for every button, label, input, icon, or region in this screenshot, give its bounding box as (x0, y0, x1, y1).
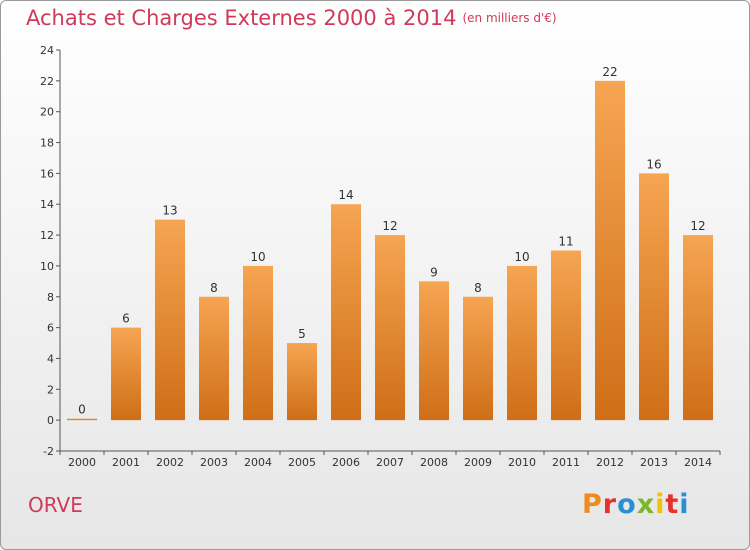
bar (595, 80, 625, 421)
y-tick-label: 0 (47, 414, 54, 427)
x-tick-label: 2005 (288, 456, 316, 469)
bar (155, 219, 185, 421)
data-label: 16 (646, 157, 661, 171)
title-text: Achats et Charges Externes 2000 à 2014 (26, 6, 457, 30)
logo-letter: r (602, 489, 618, 520)
y-tick-label: 22 (40, 75, 54, 88)
logo-letter: o (617, 489, 637, 520)
y-tick-label: 18 (40, 137, 54, 150)
x-tick-label: 2009 (464, 456, 492, 469)
logo-letter: P (582, 489, 603, 520)
data-label: 6 (122, 312, 130, 326)
bar (419, 281, 449, 421)
y-tick-label: -2 (43, 445, 54, 458)
bar (199, 296, 229, 421)
x-tick-label: 2008 (420, 456, 448, 469)
logo-letter: x (636, 489, 656, 520)
logo-letter: i (679, 489, 690, 520)
data-label: 5 (298, 327, 306, 341)
bar (331, 204, 361, 421)
data-label: 12 (382, 219, 397, 233)
value-labels: 0 6 13 8 10 5 14 12 9 8 10 11 22 16 12 (78, 65, 705, 417)
bar (375, 235, 405, 421)
bars (67, 80, 713, 421)
data-label: 12 (690, 219, 705, 233)
y-tick-label: 4 (47, 352, 54, 365)
y-tick-label: 10 (40, 260, 54, 273)
bar (551, 250, 581, 421)
bar (683, 235, 713, 421)
x-tick-label: 2012 (596, 456, 624, 469)
y-tick-label: 2 (47, 383, 54, 396)
bar (111, 327, 141, 421)
y-tick-label: 14 (40, 198, 54, 211)
y-tick-label: 24 (40, 44, 54, 57)
x-tick-label: 2001 (112, 456, 140, 469)
data-label: 9 (430, 265, 438, 279)
logo-letter: i (655, 489, 666, 520)
y-tick-label: 12 (40, 229, 54, 242)
bar (67, 418, 97, 421)
data-label: 10 (250, 250, 265, 264)
y-tick-label: 6 (47, 322, 54, 335)
bar (463, 296, 493, 421)
y-tick-label: 16 (40, 167, 54, 180)
unit-label: (en milliers d'€) (462, 11, 557, 25)
data-label: 14 (338, 188, 353, 202)
logo-letter: t (665, 489, 680, 520)
y-tick-label: 8 (47, 291, 54, 304)
y-tick-label: 20 (40, 106, 54, 119)
x-tick-label: 2000 (68, 456, 96, 469)
x-tick-label: 2014 (684, 456, 712, 469)
bar (287, 343, 317, 421)
data-label: 11 (558, 235, 573, 249)
data-label: 22 (602, 65, 617, 79)
bar (507, 265, 537, 421)
proxiti-logo: Proxiti (582, 489, 690, 520)
x-tick-label: 2004 (244, 456, 272, 469)
data-label: 8 (474, 281, 482, 295)
data-label: 8 (210, 281, 218, 295)
x-tick-label: 2006 (332, 456, 360, 469)
commune-name: ORVE (28, 493, 83, 517)
bar (639, 173, 669, 421)
x-tick-label: 2007 (376, 456, 404, 469)
data-label: 0 (78, 403, 86, 417)
x-tick-label: 2003 (200, 456, 228, 469)
bar (243, 265, 273, 421)
data-label: 10 (514, 250, 529, 264)
x-tick-label: 2010 (508, 456, 536, 469)
x-tick-label: 2011 (552, 456, 580, 469)
chart-title: Achats et Charges Externes 2000 à 2014 (e… (26, 6, 557, 30)
x-tick-label: 2013 (640, 456, 668, 469)
x-tick-label: 2002 (156, 456, 184, 469)
data-label: 13 (162, 204, 177, 218)
